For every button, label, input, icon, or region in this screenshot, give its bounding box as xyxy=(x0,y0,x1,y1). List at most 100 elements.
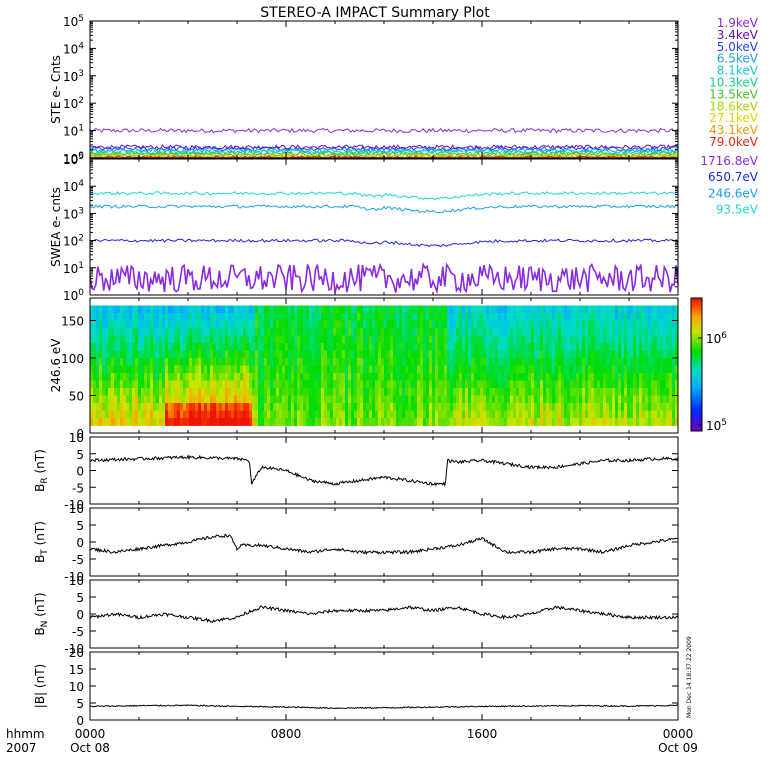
heatmap-cell xyxy=(576,373,580,381)
colorbar-segment xyxy=(691,422,702,425)
heatmap-cell xyxy=(171,305,175,314)
heatmap-cell xyxy=(522,335,526,344)
y-tick-label: 5 xyxy=(76,448,84,462)
heatmap-cell xyxy=(357,358,361,366)
heatmap-cell xyxy=(501,395,505,404)
heatmap-cell xyxy=(540,305,544,314)
heatmap-cell xyxy=(264,388,268,396)
heatmap-cell xyxy=(225,350,229,359)
heatmap-cell xyxy=(561,418,565,426)
heatmap-cell xyxy=(633,395,637,404)
heatmap-cell xyxy=(105,328,109,336)
heatmap-cell xyxy=(339,320,343,329)
heatmap-cell xyxy=(456,410,460,419)
heatmap-cell xyxy=(492,388,496,396)
heatmap-cell xyxy=(420,305,424,314)
heatmap-cell xyxy=(591,373,595,381)
heatmap-cell xyxy=(459,418,463,426)
heatmap-cell xyxy=(138,343,142,351)
heatmap-cell xyxy=(573,410,577,419)
heatmap-cell xyxy=(642,343,646,351)
heatmap-cell xyxy=(480,403,484,411)
heatmap-cell xyxy=(381,305,385,314)
heatmap-cell xyxy=(183,305,187,314)
heatmap-cell xyxy=(411,418,415,426)
heatmap-cell xyxy=(147,365,151,374)
colorbar-segment xyxy=(691,311,702,315)
heatmap-cell xyxy=(444,313,448,321)
legend-entry: 10.3keV xyxy=(709,76,759,90)
heatmap-cell xyxy=(438,320,442,329)
heatmap-cell xyxy=(582,388,586,396)
heatmap-cell xyxy=(144,320,148,329)
heatmap-cell xyxy=(90,350,94,359)
heatmap-cell xyxy=(90,328,94,336)
heatmap-cell xyxy=(528,305,532,314)
heatmap-cell xyxy=(249,320,253,329)
heatmap-cell xyxy=(252,365,256,374)
heatmap-cell xyxy=(453,328,457,336)
heatmap-cell xyxy=(456,350,460,359)
heatmap-cell xyxy=(399,305,403,314)
heatmap-cell xyxy=(501,403,505,411)
heatmap-cell xyxy=(549,335,553,344)
heatmap-cell xyxy=(522,343,526,351)
heatmap-cell xyxy=(564,320,568,329)
heatmap-cell xyxy=(420,365,424,374)
heatmap-cell xyxy=(588,328,592,336)
heatmap-cell xyxy=(372,388,376,396)
heatmap-cell xyxy=(552,328,556,336)
y-tick-label: 50 xyxy=(69,390,84,404)
heatmap-cell xyxy=(189,395,193,404)
heatmap-cell xyxy=(333,350,337,359)
heatmap-cell xyxy=(531,403,535,411)
heatmap-cell xyxy=(339,388,343,396)
heatmap-cell xyxy=(150,328,154,336)
heatmap-cell xyxy=(660,403,664,411)
heatmap-cell xyxy=(372,373,376,381)
heatmap-cell xyxy=(252,410,256,419)
heatmap-cell xyxy=(129,395,133,404)
heatmap-cell xyxy=(483,343,487,351)
heatmap-cell xyxy=(324,350,328,359)
heatmap-cell xyxy=(423,418,427,426)
heatmap-cell xyxy=(327,335,331,344)
heatmap-cell xyxy=(201,320,205,329)
heatmap-cell xyxy=(372,335,376,344)
heatmap-cell xyxy=(669,328,673,336)
heatmap-cell xyxy=(669,335,673,344)
heatmap-cell xyxy=(141,305,145,314)
heatmap-cell xyxy=(144,365,148,374)
heatmap-cell xyxy=(108,373,112,381)
heatmap-cell xyxy=(219,320,223,329)
heatmap-cell xyxy=(321,418,325,426)
heatmap-cell xyxy=(138,403,142,411)
heatmap-cell xyxy=(462,305,466,314)
heatmap-cell xyxy=(132,395,136,404)
heatmap-cell xyxy=(144,328,148,336)
heatmap-cell xyxy=(639,328,643,336)
heatmap-cell xyxy=(552,313,556,321)
heatmap-cell xyxy=(246,328,250,336)
heatmap-cell xyxy=(294,313,298,321)
heatmap-cell xyxy=(360,418,364,426)
heatmap-cell xyxy=(150,403,154,411)
heatmap-cell xyxy=(135,305,139,314)
heatmap-cell xyxy=(363,418,367,426)
heatmap-cell xyxy=(468,373,472,381)
heatmap-cell xyxy=(297,350,301,359)
heatmap-cell xyxy=(321,373,325,381)
heatmap-cell xyxy=(192,358,196,366)
heatmap-cell xyxy=(198,403,202,411)
heatmap-cell xyxy=(291,343,295,351)
heatmap-cell xyxy=(330,410,334,419)
heatmap-cell xyxy=(414,358,418,366)
heatmap-cell xyxy=(222,395,226,404)
heatmap-cell xyxy=(543,313,547,321)
heatmap-cell xyxy=(126,403,130,411)
heatmap-cell xyxy=(171,403,175,411)
heatmap-cell xyxy=(615,365,619,374)
heatmap-cell xyxy=(387,328,391,336)
heatmap-cell xyxy=(294,418,298,426)
heatmap-cell xyxy=(480,343,484,351)
